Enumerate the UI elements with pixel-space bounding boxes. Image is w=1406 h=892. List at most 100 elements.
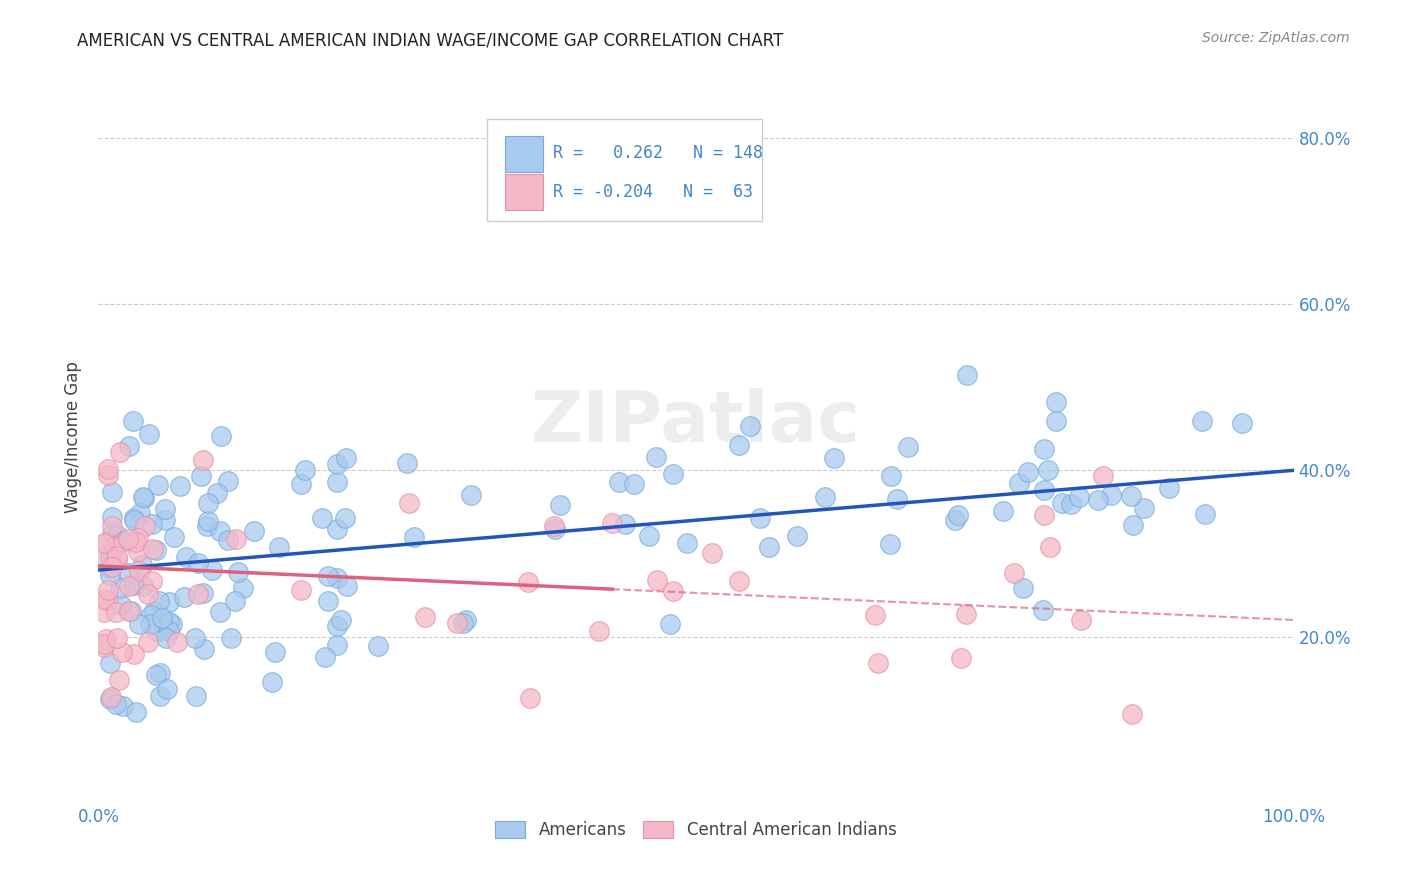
Point [702, 546, 724, 560]
Point [1060, 497, 1083, 511]
Point [93, 552, 115, 566]
Point [193, 585, 215, 599]
Point [1070, 613, 1092, 627]
Point [110, 598, 132, 612]
Point [1032, 603, 1054, 617]
Point [110, 581, 132, 595]
Point [110, 645, 132, 659]
Point [98, 553, 122, 567]
Point [219, 632, 242, 646]
Point [1045, 414, 1067, 428]
Text: R = -0.204   N =  63: R = -0.204 N = 63 [553, 183, 752, 201]
Point [201, 563, 224, 577]
Point [138, 616, 160, 631]
Point [335, 511, 357, 525]
Point [187, 587, 209, 601]
Point [749, 511, 772, 525]
Point [396, 456, 419, 470]
FancyBboxPatch shape [505, 175, 543, 211]
Text: R =   0.262   N = 148: R = 0.262 N = 148 [553, 145, 762, 162]
FancyBboxPatch shape [486, 119, 762, 221]
Point [866, 657, 889, 671]
Point [142, 604, 165, 618]
Point [125, 705, 148, 719]
Point [127, 543, 149, 558]
Point [157, 595, 180, 609]
Point [1099, 488, 1122, 502]
Point [142, 541, 165, 556]
Point [814, 490, 837, 504]
Point [107, 528, 129, 542]
Point [98, 656, 122, 670]
Point [122, 578, 145, 592]
Point [336, 579, 359, 593]
Point [173, 590, 195, 604]
Point [156, 681, 179, 696]
Point [136, 587, 159, 601]
Point [148, 689, 170, 703]
Point [107, 631, 129, 645]
Point [1032, 483, 1054, 497]
Point [993, 503, 1015, 517]
Point [155, 631, 177, 645]
Point [460, 487, 482, 501]
Point [956, 368, 979, 382]
Point [93, 640, 115, 655]
Point [1121, 489, 1143, 503]
Point [100, 519, 122, 533]
Point [519, 691, 541, 706]
Point [129, 506, 152, 520]
Point [157, 615, 180, 629]
Point [97, 582, 120, 597]
Point [224, 593, 246, 607]
Point [330, 613, 353, 627]
Point [97, 462, 120, 476]
Point [863, 607, 886, 622]
Point [1039, 540, 1062, 554]
Point [326, 638, 349, 652]
Point [121, 414, 143, 428]
Point [543, 519, 565, 533]
Point [98, 691, 122, 706]
Point [118, 604, 141, 618]
Point [398, 495, 420, 509]
Point [1002, 566, 1025, 580]
Point [451, 615, 474, 630]
Point [96, 536, 118, 550]
Point [96, 593, 118, 607]
Point [645, 450, 668, 465]
Point [228, 565, 250, 579]
Point [136, 634, 159, 648]
Point [225, 532, 247, 546]
Point [128, 616, 150, 631]
Point [132, 579, 155, 593]
Point [1157, 481, 1180, 495]
Point [262, 675, 284, 690]
Point [148, 594, 170, 608]
Point [544, 522, 567, 536]
Point [446, 615, 468, 630]
Point [1012, 581, 1035, 595]
Point [112, 533, 135, 548]
Point [786, 529, 808, 543]
Point [98, 549, 122, 563]
Point [108, 673, 131, 688]
Point [141, 517, 163, 532]
Point [316, 594, 339, 608]
Point [367, 639, 389, 653]
Point [117, 566, 139, 580]
Point [162, 616, 184, 631]
Point [1036, 462, 1059, 476]
Point [100, 690, 122, 704]
Point [326, 475, 349, 490]
Point [607, 475, 630, 489]
Point [217, 474, 239, 488]
Point [174, 549, 197, 564]
Point [122, 513, 145, 527]
Point [314, 649, 336, 664]
Point [1121, 706, 1143, 721]
Point [243, 524, 266, 539]
Point [290, 477, 312, 491]
Point [205, 485, 228, 500]
Point [886, 492, 908, 507]
